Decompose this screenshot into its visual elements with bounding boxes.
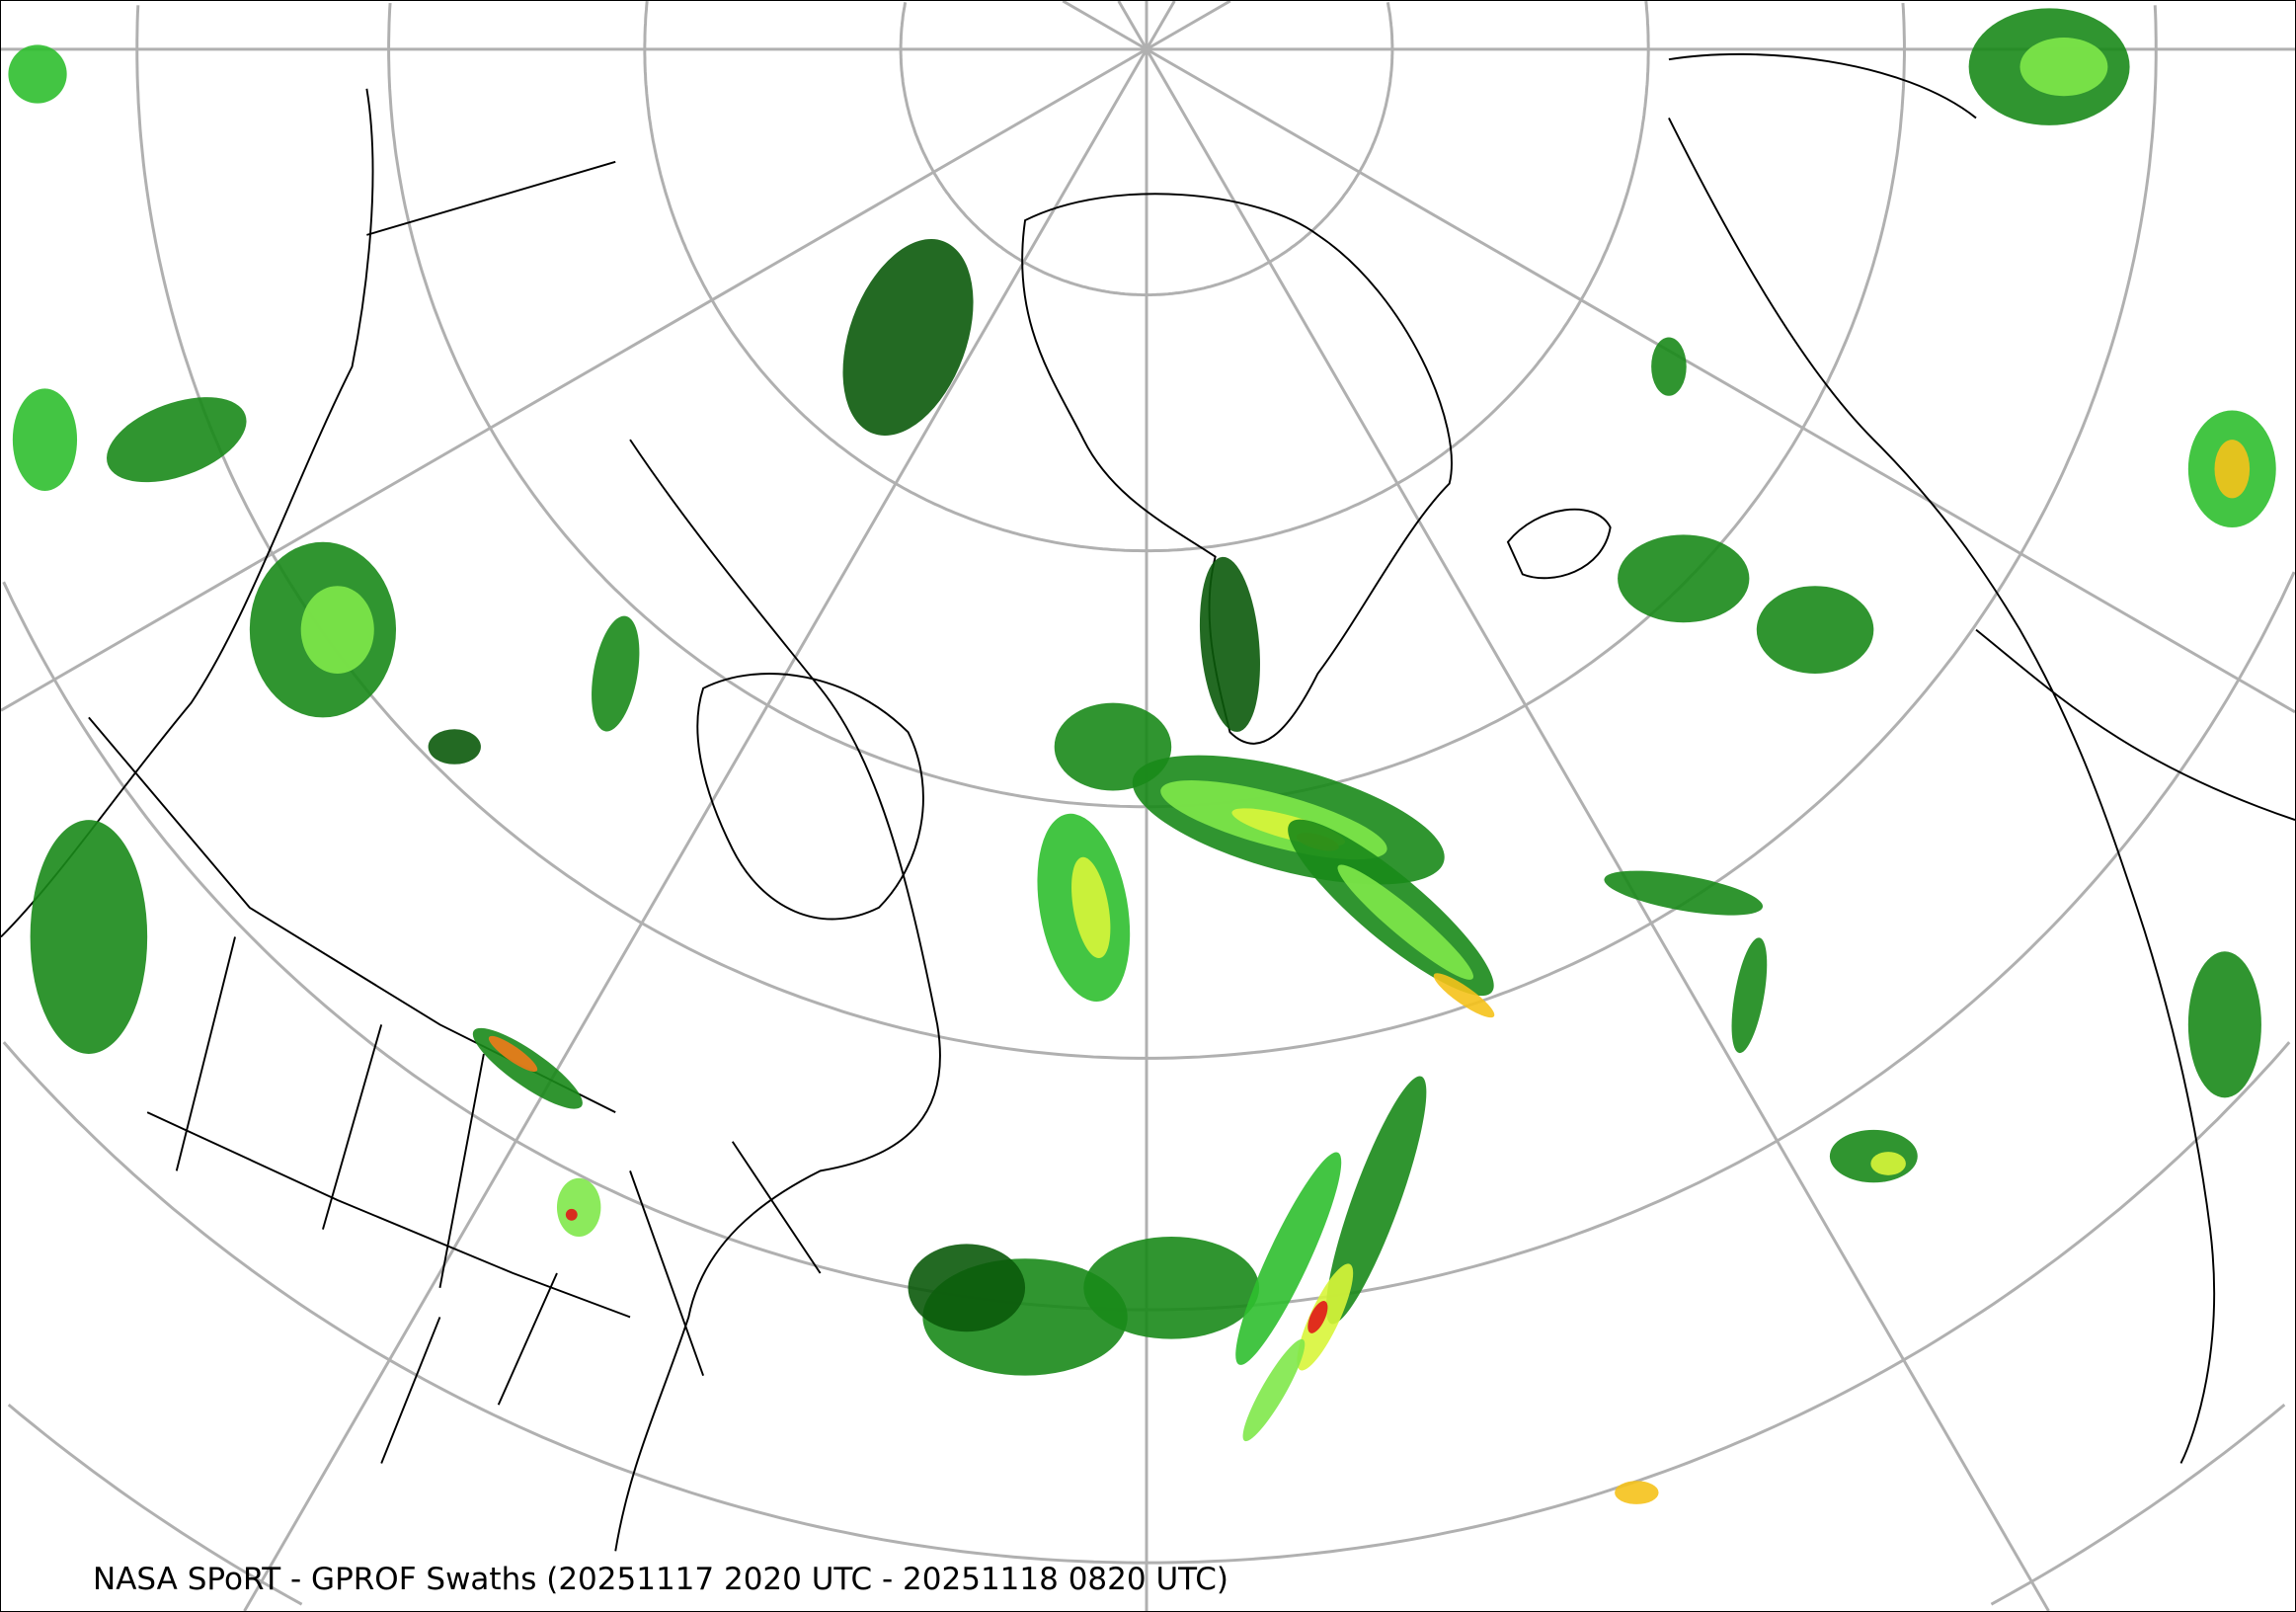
precipitation-cell <box>107 397 247 483</box>
precipitation-cell <box>592 615 640 732</box>
hudson-bay-outline <box>696 673 924 921</box>
precipitation-cell <box>556 1177 601 1237</box>
precipitation-cell <box>1325 1076 1427 1325</box>
us-state-lines <box>88 716 822 1464</box>
precipitation-cell <box>1054 702 1172 791</box>
precipitation-cell <box>1870 1152 1906 1175</box>
meridian-line <box>1146 47 2295 714</box>
precipitation-cell <box>1307 1301 1328 1333</box>
precipitation-cell <box>1731 937 1768 1054</box>
precipitation-cell <box>1604 870 1764 916</box>
meridian-line <box>243 48 1148 1611</box>
precipitation-cell <box>488 1035 538 1072</box>
europe-coast <box>1668 52 2295 1464</box>
meridian-line <box>1146 1 1231 51</box>
latitude-circle <box>7 1403 2286 1606</box>
precipitation-cell <box>908 1244 1026 1332</box>
latitude-circle <box>387 2 1906 809</box>
precipitation-cell <box>428 729 481 765</box>
latitude-circle <box>135 5 2158 1060</box>
precipitation-cell <box>1618 534 1750 623</box>
precipitation-cell <box>1199 556 1260 732</box>
precipitation-cell <box>1071 856 1111 959</box>
latitude-circle <box>643 1 1650 553</box>
precipitation-cell <box>1242 1338 1306 1442</box>
precipitation-cell <box>1651 337 1687 396</box>
greenland-outline <box>1021 193 1453 745</box>
precipitation-cell <box>2019 38 2108 97</box>
precipitation-cell <box>8 44 67 104</box>
meridian-line <box>1117 1 1148 50</box>
precipitation-swaths <box>8 8 2276 1504</box>
meridian-line <box>1145 48 2050 1611</box>
precipitation-cell <box>565 1208 578 1221</box>
precipitation-cell <box>2187 951 2261 1098</box>
precipitation-cell <box>300 586 374 675</box>
precipitation-cell <box>2214 440 2251 499</box>
map-caption: NASA SPoRT - GPROF Swaths (20251117 2020… <box>93 1562 1228 1597</box>
precipitation-cell <box>1756 586 1874 675</box>
precipitation-cell <box>1829 1129 1918 1183</box>
north-america-coast <box>1 88 941 1552</box>
precipitation-cell <box>1235 1152 1342 1365</box>
precipitation-cell <box>12 388 78 491</box>
precipitation-cell <box>1615 1481 1659 1504</box>
meridian-line <box>1062 1 1148 51</box>
meridian-line <box>1145 1 1176 50</box>
precipitation-cell <box>842 239 974 436</box>
meridian-line <box>1 47 1148 712</box>
precipitation-cell <box>1433 973 1495 1018</box>
precipitation-cell <box>1083 1236 1260 1339</box>
latitude-circle <box>899 2 1394 297</box>
precipitation-cell <box>30 820 148 1054</box>
precipitation-cell <box>1337 864 1474 980</box>
iceland-outline <box>1506 508 1612 580</box>
